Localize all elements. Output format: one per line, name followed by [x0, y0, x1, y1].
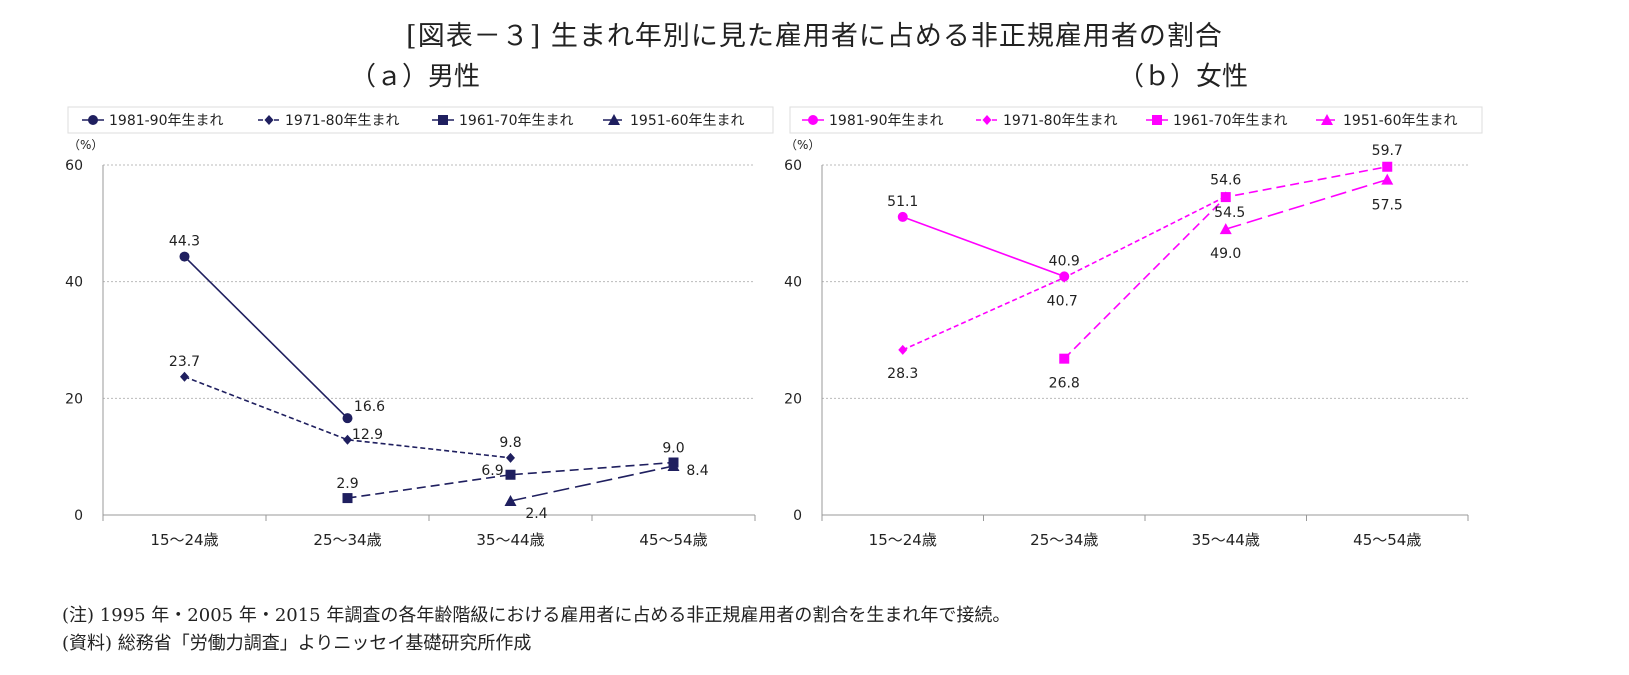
data-point [1382, 161, 1393, 172]
data-label: 54.5 [1214, 205, 1245, 221]
series-3: 26.8 54.5 59.7 [1049, 143, 1403, 392]
data-label: 2.9 [336, 476, 358, 492]
x-tick-label: 15～24歳 [150, 531, 218, 549]
panel-title-male: （ａ）男性 [350, 62, 481, 92]
data-point [1059, 353, 1070, 364]
data-label: 12.9 [352, 427, 383, 443]
data-point [504, 495, 517, 506]
data-label: 49.0 [1210, 246, 1241, 262]
data-label: 51.1 [887, 194, 918, 210]
chart-female: 0 20 40 60 （%） 15～24歳 25～34歳 35～44歳 45～54歳 51.1 40… [784, 106, 1483, 549]
y-tick-label: 40 [784, 275, 802, 291]
legend-label: 1951-60年生まれ [630, 113, 745, 129]
series-1: 51.1 40.9 [887, 194, 1080, 282]
legend-marker [608, 114, 620, 125]
data-point [1220, 192, 1231, 203]
legend-label: 1981-90年生まれ [829, 113, 944, 129]
data-point [897, 211, 908, 222]
legend-marker [88, 115, 98, 125]
y-tick-label: 20 [65, 391, 83, 407]
y-tick-label: 40 [65, 275, 83, 291]
data-label: 8.4 [686, 463, 708, 479]
data-point [506, 452, 515, 463]
series-line [510, 465, 674, 502]
legend-marker [264, 115, 274, 125]
data-label: 40.9 [1049, 253, 1080, 269]
data-label: 6.9 [481, 463, 503, 479]
data-point [1059, 272, 1069, 283]
legend-label: 1951-60年生まれ [1343, 113, 1458, 129]
data-point [343, 434, 352, 445]
data-label: 2.4 [525, 506, 547, 522]
y-tick-label: 60 [65, 158, 83, 174]
data-label: 28.3 [887, 366, 918, 382]
x-tick-label: 25～34歳 [1030, 531, 1098, 549]
chart-male: 0 20 40 60 （%） 15～24歳 25～34歳 35～44歳 45～54歳 44.3 16… [65, 106, 774, 549]
data-label: 23.7 [169, 354, 200, 370]
series-2: 28.3 40.7 54.6 [887, 173, 1241, 382]
data-label: 40.7 [1047, 294, 1078, 310]
series-4: 49.0 57.5 [1210, 173, 1403, 262]
legend-label: 1981-90年生まれ [109, 113, 224, 129]
data-label: 9.0 [662, 441, 684, 457]
data-label: 54.6 [1210, 173, 1241, 189]
panel-title-female: （ｂ）女性 [1118, 62, 1249, 92]
series-2: 23.7 12.9 9.8 [169, 354, 522, 463]
legend-box [67, 106, 774, 134]
notes: (注) 1995 年・2005 年・2015 年調査の各年齢階級における雇用者に… [62, 602, 1010, 658]
legend-marker [808, 115, 818, 125]
y-tick-label: 0 [74, 508, 83, 524]
legend-label: 1961-70年生まれ [459, 113, 574, 129]
x-tick-label: 35～44歳 [1192, 531, 1260, 549]
legend-marker [982, 115, 992, 125]
series-line [183, 256, 349, 419]
data-point [179, 251, 190, 262]
figure-title: [図表－３] 生まれ年別に見た雇用者に占める非正規雇用者の割合 [406, 21, 1223, 52]
data-point [505, 469, 516, 480]
series-line [347, 461, 674, 499]
legend-label: 1961-70年生まれ [1173, 113, 1288, 129]
data-label: 57.5 [1372, 198, 1403, 214]
legend-marker [1321, 114, 1333, 125]
source-text: (資料) 総務省「労働力調査」よりニッセイ基礎研究所作成 [62, 633, 532, 654]
data-point [1381, 173, 1394, 185]
data-label: 9.8 [499, 435, 521, 451]
series-1: 44.3 16.6 [169, 234, 385, 424]
data-label: 16.6 [354, 399, 385, 415]
y-tick-label: 60 [784, 158, 802, 174]
legend-label: 1971-80年生まれ [1003, 113, 1118, 129]
data-point [342, 493, 353, 504]
legend-marker [1152, 115, 1162, 125]
legend-box [789, 106, 1483, 134]
data-point [180, 371, 189, 382]
data-point [898, 344, 908, 355]
series-line [184, 376, 511, 459]
data-label: 44.3 [169, 234, 200, 250]
x-tick-label: 35～44歳 [476, 531, 544, 549]
series-line [1225, 178, 1388, 230]
data-point [342, 413, 353, 424]
legend: 1981-90年生まれ 1971-80年生まれ 1961-70年生まれ 1951-60… [789, 106, 1483, 134]
y-tick-label: 0 [793, 508, 802, 524]
data-label: 26.8 [1049, 376, 1080, 392]
data-point [667, 460, 680, 471]
legend-label: 1971-80年生まれ [285, 113, 400, 129]
x-tick-label: 45～54歳 [639, 531, 707, 549]
series-4: 2.4 8.4 [504, 460, 709, 522]
x-tick-label: 45～54歳 [1353, 531, 1421, 549]
x-tick-label: 15～24歳 [869, 531, 937, 549]
legend-marker [438, 115, 448, 125]
x-tick-label: 25～34歳 [313, 531, 381, 549]
y-axis-label: （%） [68, 138, 103, 152]
y-axis-label: （%） [785, 138, 820, 152]
legend: 1981-90年生まれ 1971-80年生まれ 1961-70年生まれ 1951-60… [67, 106, 774, 134]
data-point [1219, 223, 1232, 235]
data-label: 59.7 [1372, 143, 1403, 159]
y-tick-label: 20 [784, 391, 802, 407]
series-line [902, 216, 1065, 278]
note-text: (注) 1995 年・2005 年・2015 年調査の各年齢階級における雇用者に… [62, 605, 1011, 626]
